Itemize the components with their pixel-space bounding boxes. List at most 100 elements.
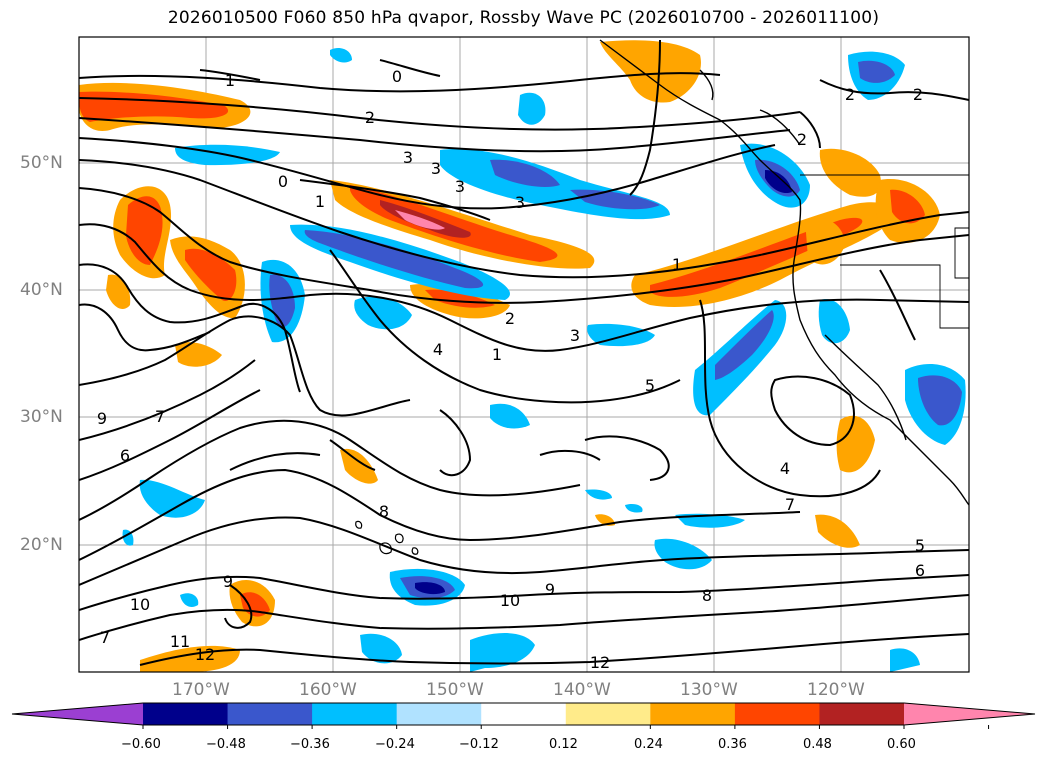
anomaly-fill bbox=[518, 92, 546, 125]
lat-label: 50°N bbox=[20, 153, 63, 173]
contour-label: 7 bbox=[785, 495, 795, 514]
contour-label: 9 bbox=[97, 409, 107, 428]
anomaly-fill bbox=[585, 489, 612, 500]
colorbar-cell bbox=[565, 703, 651, 725]
contour-label: 1 bbox=[672, 255, 682, 274]
anomaly-fill bbox=[180, 593, 199, 607]
contour-label: 1 bbox=[315, 192, 325, 211]
colorbar-extend-right bbox=[904, 703, 1035, 725]
hawaii-islands bbox=[355, 520, 419, 555]
negative-anomaly-fills bbox=[122, 48, 966, 672]
contour-label: 4 bbox=[780, 459, 790, 478]
colorbar bbox=[11, 702, 1036, 729]
contour-label: 1 bbox=[492, 345, 502, 364]
contour-label: 2 bbox=[505, 309, 515, 328]
colorbar-tick-label: −0.12 bbox=[459, 737, 499, 752]
anomaly-fill bbox=[918, 375, 962, 426]
lon-label: 170°W bbox=[172, 680, 230, 700]
contour-label: 12 bbox=[195, 645, 215, 664]
lon-label: 120°W bbox=[807, 680, 865, 700]
anomaly-fill bbox=[470, 633, 535, 672]
colorbar-tick-label: 0.48 bbox=[803, 737, 832, 752]
anomaly-fill bbox=[836, 415, 875, 473]
anomaly-fill bbox=[340, 448, 378, 484]
anomaly-fill bbox=[654, 538, 712, 570]
lat-label: 20°N bbox=[20, 535, 63, 555]
contour-label: 9 bbox=[223, 572, 233, 591]
colorbar-cell bbox=[650, 703, 736, 725]
anomaly-fill bbox=[490, 403, 530, 429]
contour-label: 3 bbox=[431, 159, 441, 178]
lon-label: 130°W bbox=[680, 680, 738, 700]
contour-label: 7 bbox=[155, 407, 165, 426]
anomaly-fill bbox=[819, 148, 881, 197]
colorbar-cell bbox=[819, 703, 905, 725]
coastlines bbox=[599, 39, 969, 506]
colorbar-cell bbox=[734, 703, 820, 725]
contour-label: 6 bbox=[915, 561, 925, 580]
political-borders bbox=[800, 174, 969, 329]
colorbar-tick-label: −0.36 bbox=[290, 737, 330, 752]
anomaly-fill bbox=[490, 159, 560, 187]
anomaly-fill bbox=[890, 648, 920, 672]
anomaly-fill bbox=[380, 200, 471, 238]
lon-label: 160°W bbox=[299, 680, 357, 700]
contour-label: 10 bbox=[500, 591, 520, 610]
contour-label: 0 bbox=[278, 172, 288, 191]
colorbar-cell bbox=[312, 703, 398, 725]
anomaly-fill bbox=[765, 170, 792, 194]
contour-label: 11 bbox=[170, 632, 190, 651]
map-panel bbox=[79, 37, 969, 672]
contour-label: 10 bbox=[130, 595, 150, 614]
contour-label-group: 1 0 2 3 3 3 0 1 3 1 2 4 1 3 5 4 7 6 9 7 … bbox=[97, 67, 925, 672]
anomaly-fill bbox=[415, 582, 445, 595]
contour-label: 2 bbox=[845, 85, 855, 104]
anomaly-fill bbox=[395, 210, 445, 230]
colorbar-cell bbox=[227, 703, 313, 725]
colorbar-tick-label: 0.12 bbox=[549, 737, 578, 752]
contour-label: 8 bbox=[702, 586, 712, 605]
contour-label: 2 bbox=[797, 130, 807, 149]
contour-label: 3 bbox=[455, 177, 465, 196]
anomaly-fill bbox=[815, 514, 860, 548]
contour-label: 3 bbox=[515, 193, 525, 212]
colorbar-ticks bbox=[142, 725, 990, 729]
positive-anomaly-fills bbox=[79, 40, 940, 672]
anomaly-fill bbox=[185, 248, 237, 301]
anomaly-fill bbox=[140, 645, 240, 672]
colorbar-cells bbox=[143, 703, 905, 725]
anomaly-fill bbox=[600, 40, 701, 103]
anomaly-fill bbox=[625, 503, 643, 513]
anomaly-fill bbox=[126, 196, 163, 265]
colorbar-tick-label: 0.60 bbox=[887, 737, 916, 752]
anomaly-fill bbox=[805, 217, 845, 265]
anomaly-fill bbox=[818, 299, 850, 344]
lon-label: 150°W bbox=[426, 680, 484, 700]
lat-label: 40°N bbox=[20, 280, 63, 300]
lon-label: 140°W bbox=[553, 680, 611, 700]
colorbar-cell bbox=[396, 703, 482, 725]
contour-label: 5 bbox=[645, 376, 655, 395]
lat-label: 30°N bbox=[20, 407, 63, 427]
colorbar-extend-left bbox=[12, 703, 143, 725]
contour-label: 12 bbox=[590, 653, 610, 672]
anomaly-fill bbox=[350, 185, 558, 262]
colorbar-tick-label: −0.60 bbox=[121, 737, 161, 752]
contour-label: 6 bbox=[120, 446, 130, 465]
map-frame bbox=[78, 36, 970, 673]
colorbar-tick-label: 0.24 bbox=[634, 737, 663, 752]
anomaly-fill bbox=[858, 60, 895, 83]
contour-label: 0 bbox=[392, 67, 402, 86]
contour-label: 3 bbox=[570, 326, 580, 345]
contour-label: 9 bbox=[545, 580, 555, 599]
anomaly-fill bbox=[139, 479, 205, 518]
contour-label: 5 bbox=[915, 536, 925, 555]
anomaly-fill bbox=[715, 310, 774, 380]
anomaly-fill bbox=[304, 230, 484, 289]
colorbar-cell bbox=[481, 703, 567, 725]
contour-label: 4 bbox=[433, 340, 443, 359]
contour-label: 2 bbox=[913, 85, 923, 104]
contour-lines bbox=[79, 39, 969, 666]
contour-label: 2 bbox=[365, 108, 375, 127]
